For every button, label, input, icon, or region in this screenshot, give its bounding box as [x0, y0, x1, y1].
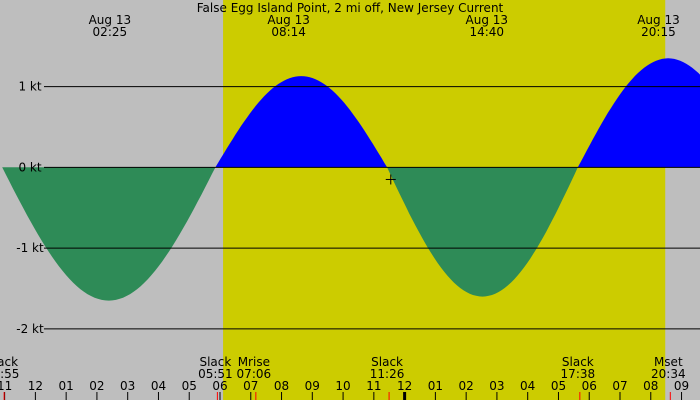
event-time-label: 07:06 — [237, 367, 272, 381]
extreme-time-label: 14:40 — [469, 25, 504, 39]
event-name-label: Slack — [199, 355, 231, 369]
x-tick-label: 07 — [243, 379, 258, 393]
x-tick-label: 02 — [459, 379, 474, 393]
y-tick-label: 0 kt — [18, 160, 41, 174]
ebb-current-area — [2, 167, 216, 301]
y-tick-label: 1 kt — [18, 80, 41, 94]
y-tick-label: -1 kt — [16, 241, 44, 255]
extreme-date-label: Aug 13 — [466, 13, 509, 27]
x-tick-label: 09 — [305, 379, 320, 393]
x-tick-label: 11 — [366, 379, 381, 393]
x-tick-label: 03 — [489, 379, 504, 393]
x-tick-label: 09 — [674, 379, 689, 393]
x-tick-label: 05 — [182, 379, 197, 393]
event-time-label: 05:51 — [198, 367, 233, 381]
flood-current-area — [215, 76, 388, 168]
x-tick-label: 06 — [582, 379, 597, 393]
event-time-label: 22:55 — [0, 367, 19, 381]
x-tick-label: 03 — [120, 379, 135, 393]
x-tick-label: 11 — [0, 379, 12, 393]
event-name-label: Slack — [562, 355, 594, 369]
x-tick-label: 08 — [643, 379, 658, 393]
ebb-current-area — [387, 167, 578, 297]
event-time-label: 20:34 — [651, 367, 686, 381]
event-name-label: Mrise — [238, 355, 270, 369]
x-tick-label: 02 — [89, 379, 104, 393]
x-tick-label: 06 — [212, 379, 227, 393]
x-tick-label: 05 — [551, 379, 566, 393]
event-name-label: Slack — [0, 355, 18, 369]
x-tick-label: 08 — [274, 379, 289, 393]
extreme-date-label: Aug 13 — [637, 13, 680, 27]
chart-title: False Egg Island Point, 2 mi off, New Je… — [197, 1, 504, 15]
x-tick-label: 01 — [428, 379, 443, 393]
extreme-date-label: Aug 13 — [89, 13, 132, 27]
x-tick-label: 01 — [59, 379, 74, 393]
event-time-label: 11:26 — [370, 367, 405, 381]
x-tick-label: 12 — [28, 379, 43, 393]
extreme-time-label: 08:14 — [271, 25, 306, 39]
event-name-label: Slack — [371, 355, 403, 369]
extreme-time-label: 02:25 — [93, 25, 128, 39]
event-name-label: Mset — [654, 355, 683, 369]
y-tick-label: -2 kt — [16, 322, 44, 336]
x-tick-label: 04 — [151, 379, 166, 393]
x-tick-label: 12 — [397, 379, 412, 393]
extreme-time-label: 20:15 — [641, 25, 676, 39]
event-time-label: 17:38 — [561, 367, 596, 381]
x-tick-label: 07 — [612, 379, 627, 393]
flood-current-area — [577, 58, 700, 168]
extreme-date-label: Aug 13 — [267, 13, 310, 27]
x-tick-label: 10 — [335, 379, 350, 393]
x-tick-label: 04 — [520, 379, 535, 393]
